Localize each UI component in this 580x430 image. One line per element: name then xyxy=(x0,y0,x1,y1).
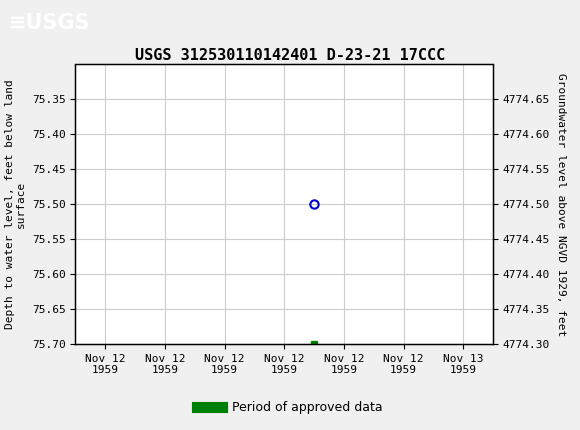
Text: USGS 312530110142401 D-23-21 17CCC: USGS 312530110142401 D-23-21 17CCC xyxy=(135,48,445,62)
Text: ≡USGS: ≡USGS xyxy=(9,12,90,33)
Legend: Period of approved data: Period of approved data xyxy=(192,396,388,419)
Y-axis label: Depth to water level, feet below land
surface: Depth to water level, feet below land su… xyxy=(5,80,26,329)
Y-axis label: Groundwater level above NGVD 1929, feet: Groundwater level above NGVD 1929, feet xyxy=(556,73,566,336)
